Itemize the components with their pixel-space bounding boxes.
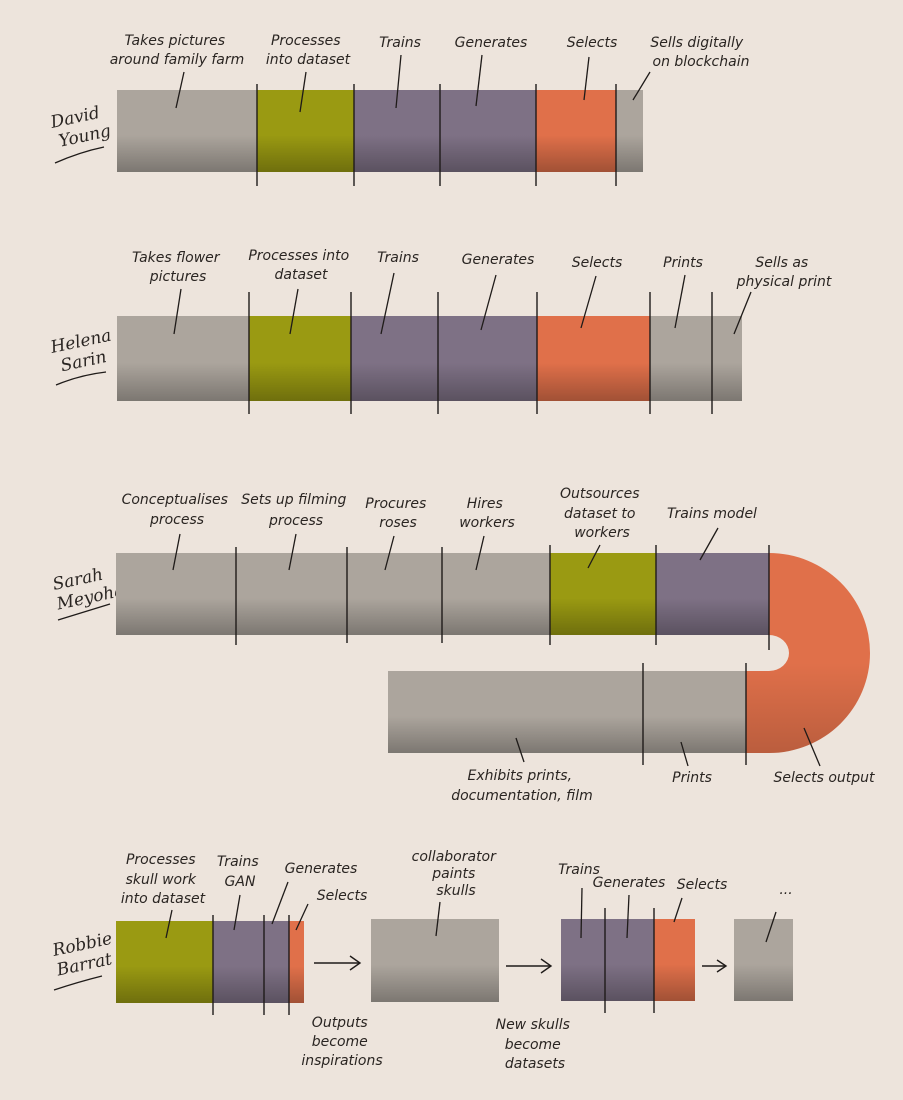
- step-label-sells-digitally: Sells digitally on blockchain: [650, 35, 749, 70]
- step-label-selects-2: Selects: [677, 877, 727, 893]
- step-label-processes-dataset: Processes into dataset: [266, 33, 351, 68]
- step-label-selects: Selects: [567, 35, 617, 51]
- step-label-trains-gan: Trains GAN: [217, 854, 263, 890]
- note-new-skulls-become-datasets: New skulls become datasets: [496, 1017, 575, 1072]
- step-label-generates: Generates: [462, 252, 535, 268]
- step-label-takes-pictures: Takes pictures around family farm: [110, 33, 245, 68]
- step-label-continuation: ...: [779, 882, 792, 898]
- step-label-conceptualises: Conceptualises process: [122, 492, 233, 528]
- step-label-sets-up-filming: Sets up filming process: [241, 492, 351, 529]
- step-label-prints: Prints: [672, 770, 712, 786]
- artist-name-david-young: David Young: [48, 102, 113, 153]
- step-label-trains: Trains: [377, 250, 419, 266]
- step-label-prints: Prints: [663, 255, 703, 271]
- row-sarah-meyohas: Sarah Meyohas Conceptualises process: [51, 486, 875, 804]
- artist-name-helena-sarin: Helena Sarin: [48, 324, 123, 377]
- row-david-young: David Young Takes pictures around family…: [48, 33, 749, 186]
- step-label-selects: Selects: [572, 255, 622, 271]
- step-label-sells-physical: Sells as physical print: [736, 255, 832, 290]
- note-outputs-become-inspirations: Outputs become inspirations: [301, 1015, 382, 1069]
- row-robbie-barrat: Robbie Barrat Processes skull work: [50, 849, 793, 1072]
- step-label-trains-2: Trains: [558, 862, 600, 878]
- step-label-selects: Selects: [317, 888, 367, 904]
- step-label-selects-output: Selects output: [773, 770, 875, 786]
- step-label-procures-roses: Procures roses: [365, 496, 430, 531]
- step-label-collaborator-paints: collaborator paints skulls: [412, 849, 501, 899]
- step-label-trains-model: Trains model: [667, 506, 757, 522]
- step-label-generates: Generates: [455, 35, 528, 51]
- step-label-exhibits: Exhibits prints, documentation, film: [451, 768, 593, 804]
- step-label-generates: Generates: [285, 861, 358, 877]
- row-helena-sarin: Helena Sarin Takes flower pictures Proce…: [48, 248, 832, 414]
- step-label-processes-skull-work: Processes skull work into dataset: [121, 852, 206, 907]
- step-label-generates-2: Generates: [593, 875, 666, 891]
- step-label-hires-workers: Hires workers: [459, 496, 515, 531]
- step-label-takes-flower-pictures: Takes flower pictures: [132, 250, 224, 285]
- artist-name-robbie-barrat: Robbie Barrat: [50, 928, 124, 981]
- step-label-outsources-dataset: Outsources dataset to workers: [560, 486, 644, 541]
- step-label-processes-dataset: Processes into dataset: [248, 248, 353, 283]
- step-label-trains: Trains: [379, 35, 421, 51]
